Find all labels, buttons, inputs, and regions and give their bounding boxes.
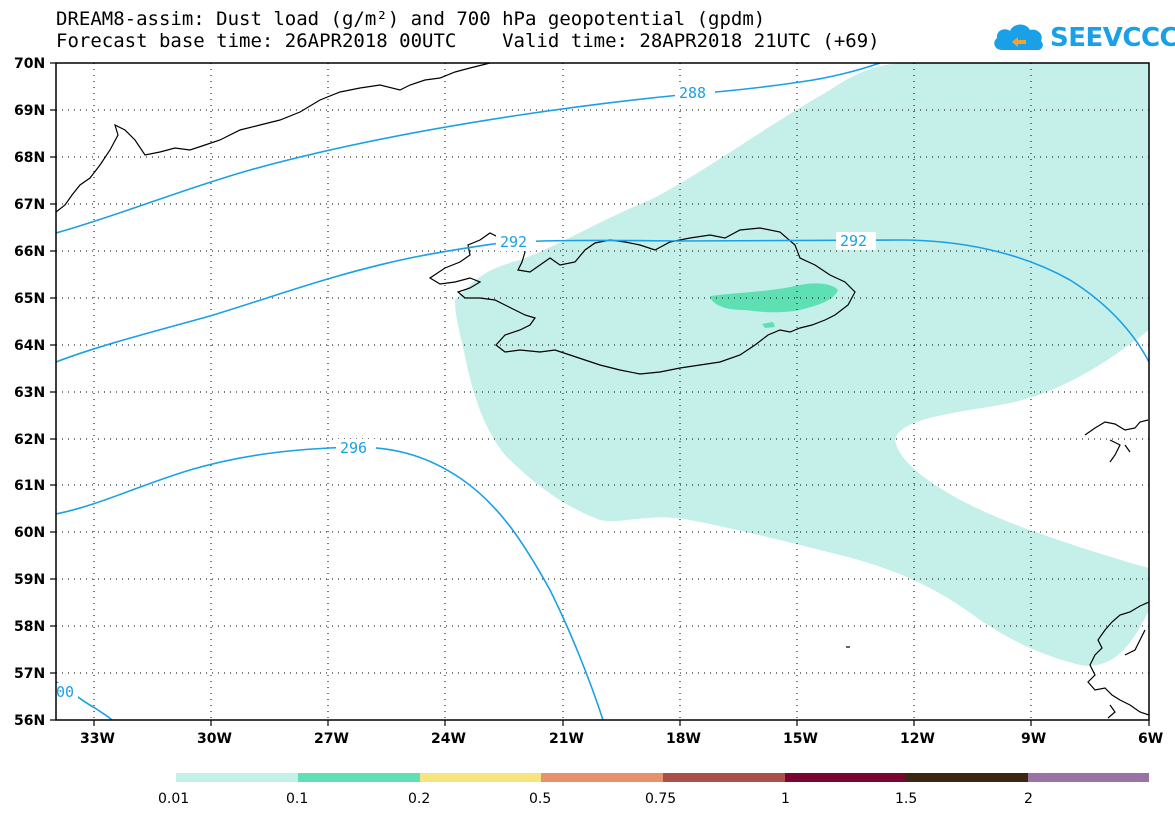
lon-label: 12W	[900, 731, 935, 747]
lat-label: 70N	[14, 56, 45, 72]
colorbar-label: 0.2	[408, 791, 430, 807]
colorbar-label: 0.75	[645, 791, 676, 807]
colorbar-swatch	[663, 773, 785, 782]
tick-marks	[50, 62, 1150, 726]
dust-load-area-0-1	[710, 283, 838, 313]
lat-label: 59N	[14, 572, 45, 588]
contour-label: 288	[679, 84, 706, 102]
colorbar-label: 0.01	[158, 791, 189, 807]
colorbar-swatch	[906, 773, 1028, 782]
lat-label: 65N	[14, 291, 45, 307]
lat-label: 57N	[14, 666, 45, 682]
lat-label: 58N	[14, 619, 45, 635]
lat-label: 62N	[14, 432, 45, 448]
faroe-coastline	[1084, 419, 1149, 463]
lat-label: 60N	[14, 525, 45, 541]
lon-label: 24W	[431, 731, 466, 747]
colorbar-label: 1	[781, 791, 790, 807]
contour-labels: 288 292 292 296 00	[56, 84, 876, 701]
greenland-coastline	[56, 63, 491, 213]
graticule	[56, 63, 1149, 720]
iceland-coastline	[428, 227, 856, 375]
colorbar-swatch	[298, 773, 420, 782]
contour-label: 292	[500, 233, 527, 251]
lon-label: 6W	[1138, 731, 1163, 747]
lat-label: 66N	[14, 244, 45, 260]
geopotential-contours	[56, 63, 1149, 720]
colorbar-swatch	[1028, 773, 1149, 782]
colorbar-label: 0.1	[286, 791, 308, 807]
contour-label: 00	[56, 683, 74, 701]
lon-label: 27W	[314, 731, 349, 747]
lat-label: 56N	[14, 713, 45, 729]
contour-288	[56, 63, 881, 234]
colorbar-swatch	[420, 773, 541, 782]
lat-label: 67N	[14, 197, 45, 213]
lon-label: 18W	[666, 731, 701, 747]
lon-label: 21W	[549, 731, 584, 747]
contour-label: 292	[840, 232, 867, 250]
dust-load-area-0-1-small	[762, 322, 775, 328]
map-subtitle: Forecast base time: 26APR2018 00UTC Vali…	[56, 30, 880, 52]
scotland-coastline	[1087, 601, 1149, 719]
dust-load-area-0-01	[455, 63, 1149, 666]
seevccc-logo[interactable]: SEEVCCC	[990, 18, 1175, 58]
colorbar-label: 1.5	[895, 791, 917, 807]
logo-text: SEEVCCC	[1050, 23, 1175, 53]
contour-label: 296	[340, 439, 367, 457]
lat-label: 61N	[14, 478, 45, 494]
colorbar-label: 0.5	[529, 791, 551, 807]
longitude-labels: 33W 30W 27W 24W 21W 18W 15W 12W 9W 6W	[80, 731, 1163, 747]
colorbar-label: 2	[1024, 791, 1033, 807]
lon-label: 9W	[1021, 731, 1046, 747]
lon-label: 30W	[197, 731, 232, 747]
coastlines	[56, 63, 1149, 719]
latitude-labels: 70N 69N 68N 67N 66N 65N 64N 63N 62N 61N …	[14, 56, 45, 729]
colorbar-swatch	[785, 773, 906, 782]
colorbar: 0.01 0.1 0.2 0.5 0.75 1 1.5 2	[158, 773, 1149, 807]
colorbar-swatch	[541, 773, 663, 782]
lat-label: 69N	[14, 103, 45, 119]
contour-296	[56, 446, 604, 720]
map-title: DREAM8-assim: Dust load (g/m²) and 700 h…	[56, 8, 766, 30]
lat-label: 64N	[14, 338, 45, 354]
contour-292	[56, 239, 1149, 363]
lat-label: 63N	[14, 385, 45, 401]
lat-label: 68N	[14, 150, 45, 166]
cloud-icon	[994, 24, 1043, 51]
colorbar-swatch	[176, 773, 298, 782]
lon-label: 15W	[783, 731, 818, 747]
lon-label: 33W	[80, 731, 115, 747]
